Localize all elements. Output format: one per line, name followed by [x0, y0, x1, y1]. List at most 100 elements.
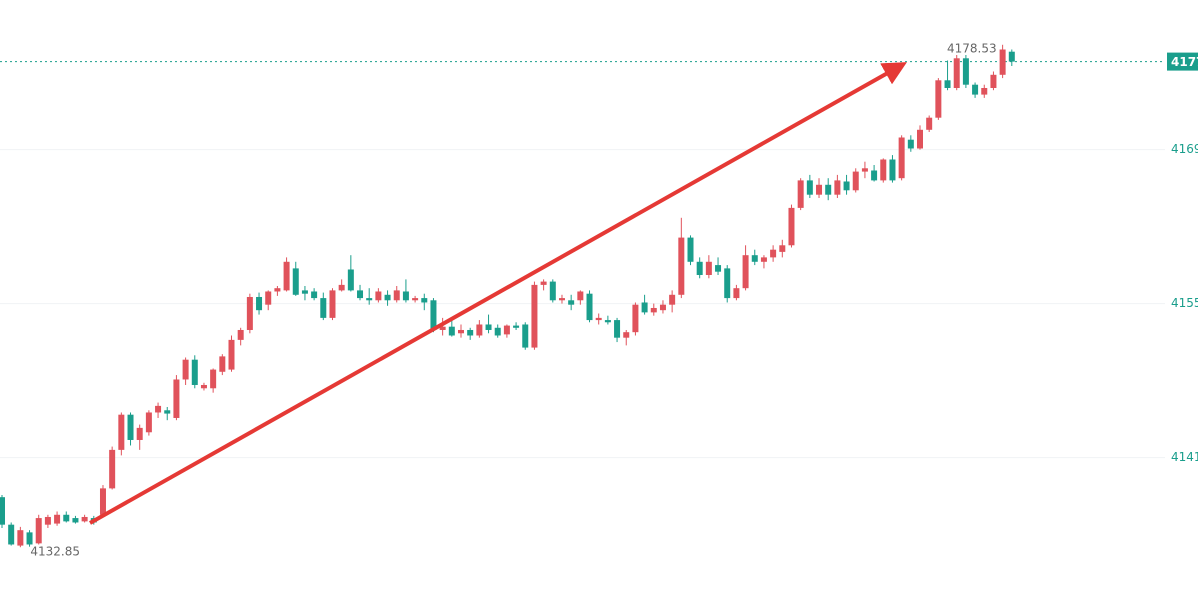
- candle-body: [329, 290, 336, 318]
- y-tick-label: 4141: [1171, 450, 1198, 464]
- last-price-box: [1167, 52, 1198, 71]
- candle-body: [228, 339, 235, 370]
- candle-body: [265, 291, 272, 305]
- trend-arrow: [89, 62, 907, 525]
- candle-body: [568, 300, 575, 305]
- candle-body: [880, 159, 887, 181]
- candle-body: [990, 74, 997, 88]
- candle-body: [412, 298, 419, 301]
- candle-body: [485, 324, 492, 330]
- candle-body: [907, 139, 914, 149]
- candle-body: [393, 290, 400, 301]
- candle-body: [292, 268, 299, 295]
- grid: [0, 61, 1165, 459]
- candle-body: [641, 302, 648, 313]
- candle-body: [889, 159, 896, 181]
- candle-body: [999, 49, 1006, 75]
- candle-body: [558, 298, 565, 301]
- y-tick-label: 4169: [1171, 142, 1198, 156]
- candle-body: [760, 257, 767, 262]
- candle-body: [696, 261, 703, 275]
- candle-body: [871, 170, 878, 181]
- candle-body: [173, 379, 180, 418]
- last-price-label: 4177: [1171, 55, 1198, 69]
- candle-body: [513, 325, 520, 328]
- candle-body: [788, 207, 795, 246]
- candle-body: [953, 58, 960, 88]
- candle-body: [145, 412, 152, 433]
- candle-body: [467, 329, 474, 336]
- candle-body: [26, 532, 33, 545]
- candle-body: [586, 293, 593, 321]
- candle-body: [494, 327, 501, 336]
- candle-body: [210, 369, 217, 389]
- candle-body: [256, 296, 263, 311]
- candle-body: [861, 168, 868, 172]
- candle-body: [549, 281, 556, 301]
- candle-body: [770, 249, 777, 258]
- candle-body: [35, 518, 42, 544]
- candle-body: [540, 281, 547, 285]
- candle-body: [338, 284, 345, 291]
- candle-body: [614, 320, 621, 338]
- candle-body: [191, 359, 198, 385]
- candle-body: [237, 329, 244, 340]
- candle-body: [320, 298, 327, 318]
- candle-body: [458, 329, 464, 334]
- candle-body: [944, 80, 951, 88]
- candle-body: [448, 326, 455, 336]
- candle-body: [439, 326, 446, 330]
- candle-body: [402, 291, 409, 301]
- candle-body: [476, 324, 483, 336]
- candle-body: [926, 117, 933, 130]
- candle-body: [1008, 51, 1015, 62]
- labels: 4141 4155 4169 4177 4178.53 4132.85: [30, 41, 1198, 559]
- candle-body: [806, 180, 813, 195]
- candle-body: [0, 497, 5, 525]
- candle-body: [669, 294, 676, 305]
- candle-body: [825, 184, 832, 195]
- candle-body: [421, 298, 428, 303]
- candle-body: [274, 288, 281, 292]
- candle-body: [366, 298, 373, 301]
- candle-body: [935, 80, 942, 118]
- candle-body: [127, 414, 134, 440]
- candle-body: [155, 405, 162, 413]
- candle-body: [917, 129, 923, 149]
- candle-body: [200, 384, 207, 389]
- candle-body: [981, 87, 988, 95]
- candle-body: [843, 181, 850, 191]
- candle-body: [283, 261, 290, 291]
- candle-body: [816, 184, 823, 195]
- candle-body: [311, 291, 318, 299]
- candle-body: [54, 514, 61, 524]
- candle-body: [834, 180, 841, 195]
- high-label: 4178.53: [947, 41, 997, 55]
- candle-body: [430, 300, 437, 330]
- candle-body: [357, 290, 364, 299]
- candle-body: [962, 58, 969, 85]
- candle-body: [375, 291, 382, 301]
- candle-body: [898, 137, 905, 179]
- candle-body: [972, 84, 979, 95]
- candle-body: [687, 237, 694, 262]
- candle-body: [109, 449, 116, 489]
- candle-body: [779, 245, 786, 252]
- candle-body: [17, 530, 24, 546]
- candle-body: [595, 317, 602, 321]
- candle-body: [852, 171, 859, 191]
- candle-body: [577, 291, 584, 301]
- low-label: 4132.85: [30, 545, 80, 559]
- candle-body: [347, 269, 354, 291]
- candle-body: [705, 261, 712, 275]
- candle-body: [797, 180, 804, 208]
- candle-body: [246, 296, 253, 330]
- candle-body: [659, 304, 666, 311]
- candle-body: [81, 516, 88, 522]
- candle-body: [503, 325, 510, 335]
- candle-body: [742, 255, 749, 289]
- candle-body: [44, 516, 51, 525]
- candle-body: [63, 514, 70, 522]
- candle-body: [751, 255, 758, 262]
- candle-body: [301, 290, 308, 294]
